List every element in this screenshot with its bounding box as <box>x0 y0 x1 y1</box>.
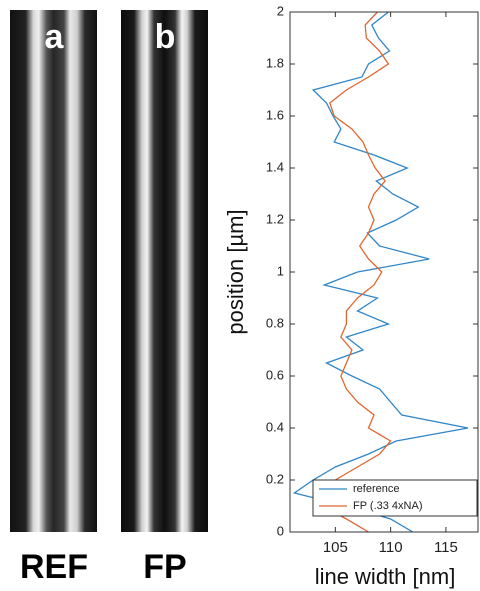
x-tick-label: 105 <box>323 539 348 556</box>
image-ref <box>10 10 97 532</box>
y-tick-label: 2 <box>277 3 284 18</box>
panel-label: a <box>45 18 65 56</box>
legend-box <box>312 479 478 517</box>
y-axis-label: position [µm] <box>223 209 248 334</box>
caption: FP <box>143 548 186 586</box>
caption: REF <box>20 548 88 586</box>
y-tick-label: 0.8 <box>266 315 284 330</box>
plot-frame <box>289 11 479 533</box>
series-line <box>312 12 392 532</box>
y-tick-label: 1.4 <box>266 159 284 174</box>
x-tick-label: 115 <box>434 539 458 556</box>
legend-label: FP (.33 4xNA) <box>353 500 423 512</box>
y-tick-label: 1 <box>277 263 284 278</box>
x-tick-label: 110 <box>379 539 403 556</box>
y-tick-label: 1.6 <box>266 107 284 122</box>
y-tick-label: 0.4 <box>266 419 284 434</box>
plot-area <box>290 12 478 532</box>
x-axis-label: line width [nm] <box>315 564 456 589</box>
image-fp <box>121 10 208 532</box>
y-tick-label: 0.6 <box>266 367 284 382</box>
y-tick-label: 0 <box>277 523 284 538</box>
panel-label: b <box>155 18 176 56</box>
y-tick-label: 1.8 <box>266 55 284 70</box>
y-tick-label: 1.2 <box>266 211 284 226</box>
y-tick-label: 0.2 <box>266 471 284 486</box>
legend-label: reference <box>353 483 399 495</box>
